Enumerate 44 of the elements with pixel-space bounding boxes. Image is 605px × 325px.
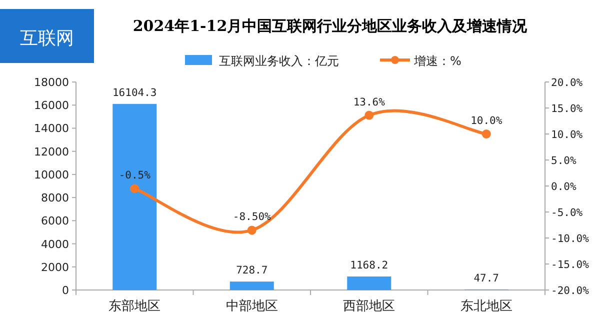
y2-tick-label: -15.0% [551, 259, 590, 271]
y2-tick-label: -20.0% [551, 285, 590, 297]
y2-tick-label: 20.0% [551, 77, 584, 89]
y-tick-label: 14000 [34, 122, 69, 136]
data-label: -0.5% [118, 170, 152, 182]
y-tick-label: 0 [62, 284, 69, 297]
point [364, 110, 374, 120]
y-tick-label: 18000 [34, 76, 69, 89]
point [130, 184, 140, 194]
x-tick-label: 东北地区 [460, 299, 512, 314]
legend-item: 互联网业务收入：亿元 [185, 54, 339, 68]
y-tick-label: 12000 [34, 145, 69, 158]
data-label: 13.6% [353, 96, 386, 108]
legend-label: 增速：% [413, 54, 462, 68]
data-label: 16104.3 [112, 86, 157, 99]
data-label: -8.50% [232, 211, 272, 224]
y2-tick-label: 0.0% [551, 181, 577, 193]
bar [112, 104, 157, 290]
y-tick-label: 2000 [41, 260, 69, 274]
bar [230, 282, 274, 290]
chart-title: 2024年1-12月中国互联网行业分地区业务收入及增速情况 [132, 17, 528, 35]
data-label: 1168.2 [350, 260, 388, 272]
x-tick-label: 西部地区 [343, 299, 396, 314]
x-tick-label: 中部地区 [226, 299, 278, 314]
point [247, 226, 256, 235]
data-label: 10.0% [470, 115, 503, 127]
y2-tick-label: -5.0% [551, 207, 584, 219]
y-tick-label: 8000 [41, 192, 69, 205]
data-label: 47.7 [474, 272, 500, 284]
y-tick-label: 16000 [34, 99, 69, 112]
legend-label: 互联网业务收入：亿元 [219, 54, 339, 68]
y-tick-label: 4000 [41, 238, 69, 251]
y2-tick-label: -10.0% [551, 233, 590, 245]
legend-item: 增速：% [380, 54, 462, 68]
y-tick-label: 10000 [34, 168, 69, 182]
y-tick-label: 6000 [41, 214, 69, 228]
x-tick-label: 东部地区 [108, 299, 161, 314]
badge: 互联网 [0, 9, 94, 63]
bar [347, 276, 392, 290]
y2-tick-label: 15.0% [551, 103, 584, 115]
data-label: 728.7 [236, 264, 268, 277]
point [482, 130, 491, 138]
y2-tick-label: 10.0% [551, 129, 584, 141]
y2-tick-label: 5.0% [551, 155, 577, 167]
